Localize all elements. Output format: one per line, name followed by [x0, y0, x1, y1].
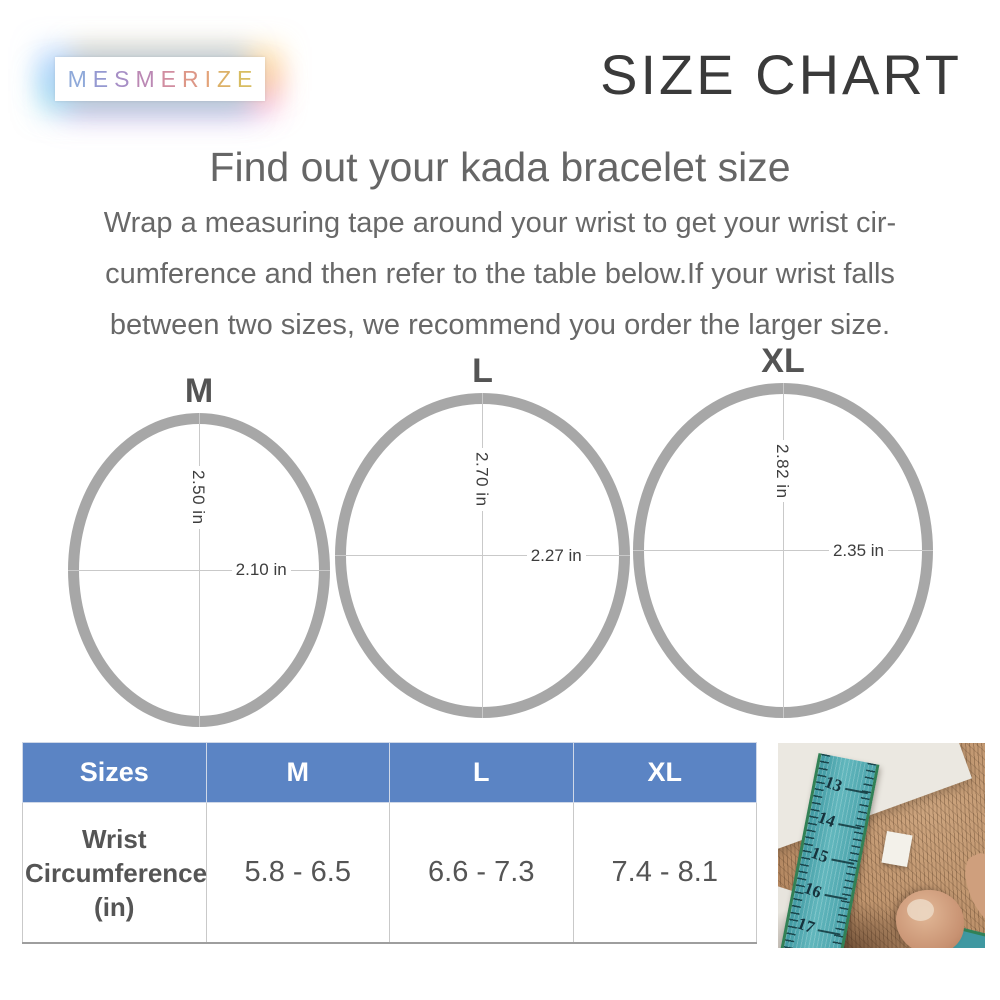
logo-letter: S	[114, 65, 130, 92]
intro-line: between two sizes, we recommend you orde…	[109, 309, 891, 341]
tape-end-tab	[881, 830, 913, 868]
figure-size-label: XL	[761, 342, 805, 380]
logo-letter: Z	[216, 65, 232, 92]
tape-number: 15	[808, 842, 832, 867]
thumb	[896, 890, 964, 948]
logo-letter: E	[92, 65, 109, 92]
bracelet-figure-m: M 2.50 in 2.10 in	[68, 372, 330, 727]
header-cell-sizes: Sizes	[22, 742, 207, 803]
horizontal-diameter-label: 2.27 in	[526, 543, 586, 568]
logo-letter: E	[237, 65, 253, 92]
logo-letter: M	[67, 65, 87, 92]
tape-number: 13	[822, 772, 845, 796]
horizontal-diameter-label: 2.35 in	[828, 538, 888, 563]
value-cell-l: 6.6 - 7.3	[389, 802, 574, 944]
header-cell-l: L	[389, 742, 574, 803]
tape-cm-line	[817, 929, 841, 936]
vertical-diameter-label: 2.50 in	[188, 466, 208, 529]
bracelet-figure-l: L 2.70 in 2.27 in	[335, 352, 630, 718]
size-table: Sizes M L XL Wrist Circumference (in) 5.…	[22, 742, 757, 944]
logo-letter: E	[160, 65, 176, 92]
logo-letter: R	[181, 65, 199, 92]
tape-cm-line	[824, 893, 848, 901]
tape-number: 16	[801, 878, 825, 902]
tape-cm-line	[838, 823, 862, 830]
value-cell-xl: 7.4 - 8.1	[572, 802, 757, 944]
brand-logo-text: M E S M E R I Z E	[65, 65, 256, 92]
size-table-data-row: Wrist Circumference (in) 5.8 - 6.5 6.6 -…	[22, 802, 757, 944]
vertical-diameter-label: 2.70 in	[471, 448, 492, 511]
tape-cm-line	[831, 858, 855, 865]
logo-letter: I	[204, 65, 211, 92]
page-title: SIZE CHART	[600, 43, 962, 106]
intro-paragraph: Wrap a measuring tape around your wrist …	[0, 198, 1000, 351]
intro-line: Wrap a measuring tape around your wrist …	[103, 207, 897, 239]
brand-logo: M E S M E R I Z E	[55, 57, 265, 101]
size-table-header-row: Sizes M L XL	[22, 742, 757, 803]
logo-letter: M	[135, 65, 155, 92]
thumb-nail	[907, 899, 934, 921]
horizontal-axis-line	[633, 550, 933, 551]
horizontal-axis-line	[335, 555, 630, 556]
horizontal-axis-line	[68, 569, 330, 571]
horizontal-diameter-label: 2.10 in	[231, 558, 291, 582]
intro-line: cumference and then refer to the table b…	[105, 258, 895, 290]
header-cell-xl: XL	[572, 742, 757, 803]
value-cell-m: 5.8 - 6.5	[205, 802, 390, 944]
header-cell-m: M	[205, 742, 390, 803]
wrist-measuring-photo: 13 14 15 16 17 18	[778, 743, 985, 948]
vertical-diameter-label: 2.82 in	[772, 439, 792, 503]
bracelet-figure-xl: XL 2.82 in 2.35 in	[633, 342, 933, 718]
tape-number: 17	[794, 913, 818, 938]
tape-cm-line	[845, 787, 869, 795]
figure-size-label: M	[184, 372, 214, 410]
main-heading: Find out your kada bracelet size	[209, 144, 791, 190]
figure-size-label: L	[472, 352, 493, 390]
tape-number: 14	[815, 807, 838, 832]
row-label-cell: Wrist Circumference (in)	[22, 802, 207, 944]
